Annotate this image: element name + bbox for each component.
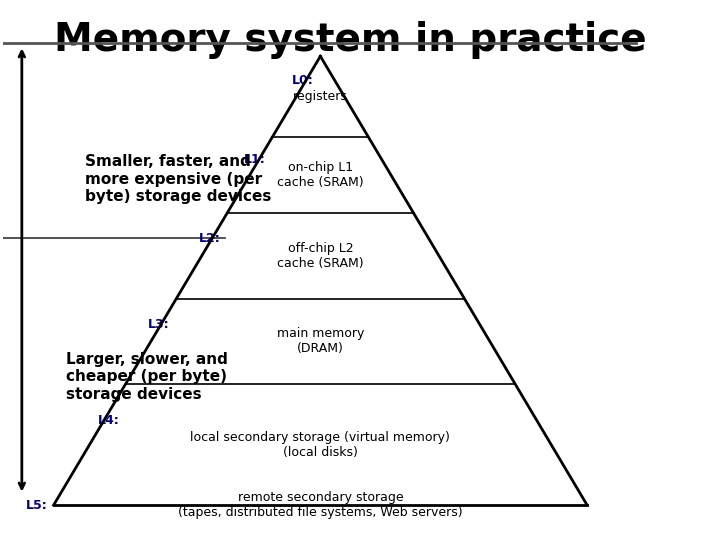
Text: L1:: L1:	[244, 153, 266, 166]
Text: L2:: L2:	[199, 232, 220, 246]
Text: L0:: L0:	[292, 74, 314, 87]
Text: off-chip L2
cache (SRAM): off-chip L2 cache (SRAM)	[277, 242, 364, 270]
Text: on-chip L1
cache (SRAM): on-chip L1 cache (SRAM)	[277, 161, 364, 189]
Text: main memory
(DRAM): main memory (DRAM)	[276, 327, 364, 355]
Text: L4:: L4:	[97, 414, 120, 427]
Text: Smaller, faster, and
more expensive (per
byte) storage devices: Smaller, faster, and more expensive (per…	[86, 154, 271, 204]
Text: Larger, slower, and
cheaper (per byte)
storage devices: Larger, slower, and cheaper (per byte) s…	[66, 352, 228, 402]
Text: remote secondary storage
(tapes, distributed file systems, Web servers): remote secondary storage (tapes, distrib…	[178, 491, 463, 519]
Text: L5:: L5:	[25, 498, 48, 512]
Text: registers: registers	[293, 90, 348, 103]
Text: Memory system in practice: Memory system in practice	[53, 22, 647, 59]
Text: L3:: L3:	[148, 318, 170, 330]
Text: local secondary storage (virtual memory)
(local disks): local secondary storage (virtual memory)…	[190, 430, 450, 458]
